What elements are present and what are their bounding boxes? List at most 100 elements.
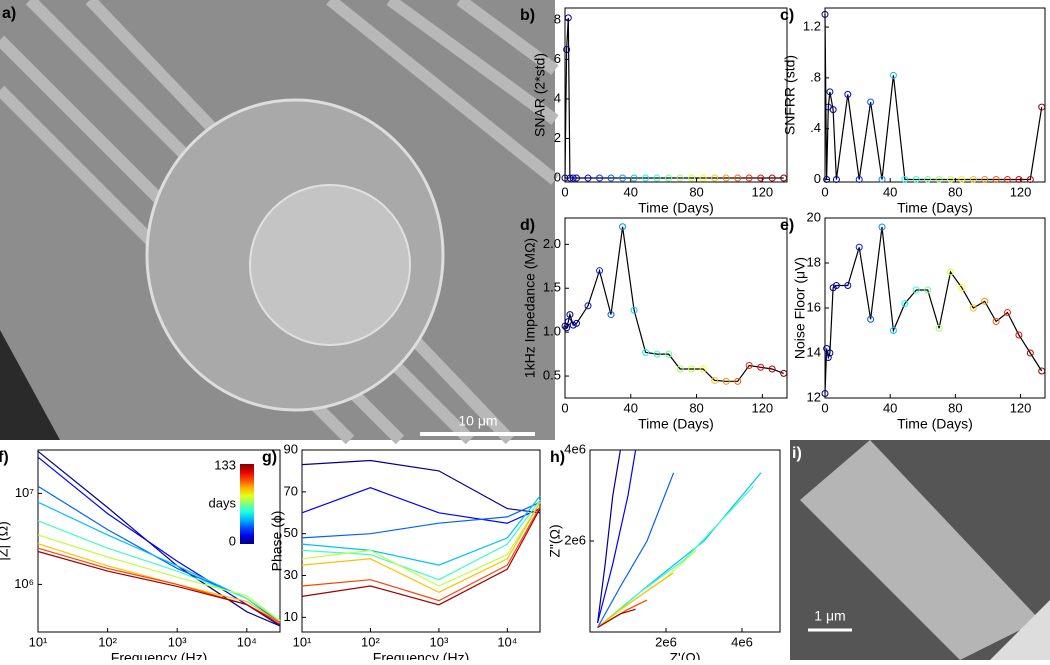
data-point bbox=[958, 284, 966, 292]
data-point bbox=[867, 98, 875, 106]
x-tick-label: 0 bbox=[561, 184, 568, 199]
sem-image-i: 1 μm i) bbox=[790, 440, 1050, 660]
x-tick-label: 40 bbox=[883, 400, 897, 415]
y-axis-label: SNAR (2*std) bbox=[532, 53, 548, 137]
data-line bbox=[301, 487, 541, 524]
colorbar-tick-label: 0 bbox=[229, 533, 236, 548]
data-point bbox=[607, 311, 615, 319]
panel-label: a) bbox=[2, 5, 16, 22]
data-point bbox=[619, 223, 627, 231]
data-line bbox=[301, 501, 541, 587]
colorbar-tick-label: 133 bbox=[214, 457, 236, 472]
data-line bbox=[597, 449, 621, 623]
colorbar-label: days bbox=[209, 495, 237, 510]
data-point bbox=[1015, 331, 1023, 339]
data-point bbox=[573, 174, 581, 182]
data-point bbox=[630, 174, 638, 182]
x-tick-label: 10⁴ bbox=[497, 634, 517, 649]
data-point bbox=[563, 46, 571, 54]
y-tick-label: 4e6 bbox=[564, 441, 586, 456]
x-tick-label: 10³ bbox=[168, 634, 187, 649]
data-point bbox=[823, 345, 831, 352]
data-point bbox=[969, 175, 977, 183]
x-tick-label: 2e6 bbox=[655, 634, 677, 649]
panel-label: h) bbox=[550, 449, 565, 466]
data-point bbox=[780, 174, 788, 182]
x-tick-label: 80 bbox=[689, 184, 703, 199]
data-point bbox=[1004, 175, 1012, 183]
x-tick-label: 10¹ bbox=[29, 634, 48, 649]
data-line bbox=[597, 485, 754, 628]
plot-frame bbox=[564, 217, 788, 399]
data-point bbox=[981, 297, 989, 305]
data-point bbox=[653, 174, 661, 182]
y-axis-label: Noise Floor (μV) bbox=[792, 257, 808, 359]
data-point bbox=[584, 302, 592, 310]
data-point bbox=[607, 174, 615, 182]
data-point bbox=[688, 365, 696, 373]
data-point bbox=[619, 174, 627, 182]
x-axis-label: Time (Days) bbox=[638, 200, 714, 216]
data-point bbox=[699, 365, 707, 373]
x-tick-label: 0 bbox=[821, 184, 828, 199]
y-tick-label: 0 bbox=[554, 169, 561, 184]
data-point bbox=[566, 174, 574, 182]
y-tick-label: 90 bbox=[284, 441, 298, 456]
data-point bbox=[958, 175, 966, 183]
y-axis-label: Phase (ϕ) bbox=[269, 511, 285, 572]
x-axis-label: Time (Days) bbox=[897, 200, 973, 216]
x-tick-label: 10⁴ bbox=[237, 634, 257, 649]
y-tick-label: 10⁶ bbox=[14, 576, 34, 591]
data-point bbox=[561, 322, 569, 330]
data-point bbox=[821, 10, 829, 18]
data-point bbox=[757, 174, 765, 182]
data-point bbox=[563, 324, 571, 332]
x-tick-label: 40 bbox=[624, 184, 638, 199]
y-tick-label: 16 bbox=[807, 299, 821, 314]
data-point bbox=[596, 267, 604, 275]
y-axis-label: SNFRR (std) bbox=[782, 55, 798, 135]
data-point bbox=[564, 318, 572, 326]
data-line bbox=[301, 459, 541, 514]
data-point bbox=[992, 318, 1000, 325]
y-tick-label: 0 bbox=[814, 171, 821, 186]
x-tick-label: 80 bbox=[689, 400, 703, 415]
data-point bbox=[569, 174, 577, 182]
data-point bbox=[642, 348, 650, 356]
y-tick-label: 4 bbox=[554, 90, 561, 105]
panel-label: c) bbox=[780, 7, 794, 24]
y-axis-label: 1kHz Impedance (MΩ) bbox=[522, 238, 538, 378]
x-axis-label: Frequency (Hz) bbox=[111, 650, 207, 660]
data-line bbox=[597, 449, 637, 624]
data-point bbox=[889, 327, 897, 334]
data-point bbox=[676, 365, 684, 373]
panel-label: i) bbox=[792, 445, 802, 462]
data-point bbox=[564, 14, 572, 22]
data-point bbox=[699, 174, 707, 182]
x-axis-label: Time (Days) bbox=[897, 416, 973, 432]
data-point bbox=[745, 174, 753, 182]
x-tick-label: 0 bbox=[561, 400, 568, 415]
y-tick-label: 2e6 bbox=[564, 532, 586, 547]
data-point bbox=[826, 349, 834, 357]
data-point bbox=[1015, 175, 1023, 183]
x-axis-label: Time (Days) bbox=[638, 416, 714, 432]
data-line bbox=[301, 508, 541, 606]
y-tick-label: 1.5 bbox=[543, 280, 561, 295]
data-point bbox=[745, 362, 753, 370]
data-point bbox=[711, 174, 719, 182]
data-point bbox=[722, 174, 730, 182]
plot-frame bbox=[564, 7, 788, 183]
data-point bbox=[1026, 175, 1034, 183]
scale-bar-label: 10 μm bbox=[458, 413, 497, 429]
data-point bbox=[561, 174, 569, 182]
x-tick-label: 120 bbox=[751, 400, 773, 415]
x-tick-label: 40 bbox=[624, 400, 638, 415]
data-point bbox=[823, 175, 831, 183]
data-point bbox=[768, 365, 776, 373]
data-line bbox=[301, 495, 541, 566]
plot-frame bbox=[824, 7, 1046, 183]
panel-label: d) bbox=[520, 217, 535, 234]
data-point bbox=[596, 174, 604, 182]
data-line bbox=[37, 520, 281, 622]
